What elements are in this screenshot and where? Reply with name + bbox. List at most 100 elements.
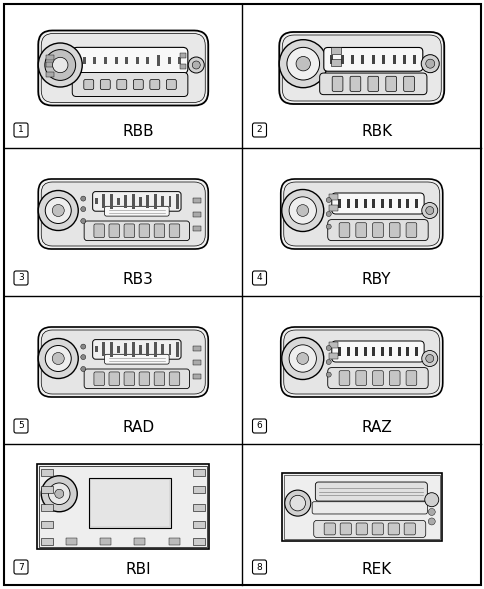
Bar [363, 198, 366, 209]
FancyBboxPatch shape [252, 560, 266, 574]
Bar [139, 345, 142, 354]
FancyBboxPatch shape [252, 123, 266, 137]
FancyBboxPatch shape [84, 80, 93, 90]
Circle shape [45, 49, 76, 81]
Bar [193, 487, 205, 493]
Bar [161, 345, 164, 355]
FancyBboxPatch shape [41, 330, 205, 394]
FancyBboxPatch shape [14, 271, 28, 285]
Circle shape [425, 59, 434, 68]
Text: 1: 1 [18, 125, 24, 134]
Circle shape [425, 207, 433, 214]
Circle shape [55, 489, 63, 498]
Bar [193, 469, 205, 476]
Bar [193, 346, 201, 351]
FancyBboxPatch shape [372, 370, 382, 385]
Circle shape [45, 346, 71, 372]
FancyBboxPatch shape [405, 370, 416, 385]
Circle shape [188, 57, 204, 73]
Bar [176, 342, 179, 358]
FancyBboxPatch shape [169, 224, 180, 237]
Bar [132, 194, 135, 209]
Bar [109, 194, 112, 209]
Circle shape [326, 211, 331, 217]
Circle shape [296, 204, 308, 216]
Bar [388, 347, 392, 356]
FancyBboxPatch shape [389, 370, 399, 385]
Circle shape [80, 196, 86, 201]
FancyBboxPatch shape [331, 341, 423, 362]
Bar [412, 55, 415, 64]
FancyBboxPatch shape [124, 372, 135, 386]
Bar [346, 198, 349, 209]
FancyBboxPatch shape [355, 523, 366, 535]
Circle shape [192, 61, 200, 69]
FancyBboxPatch shape [338, 370, 349, 385]
Bar [41, 521, 53, 528]
Circle shape [281, 190, 323, 231]
Circle shape [52, 352, 64, 365]
Circle shape [296, 353, 308, 365]
Bar [193, 198, 201, 203]
FancyBboxPatch shape [323, 48, 422, 71]
Bar [104, 57, 107, 64]
Bar [100, 538, 111, 545]
Bar [397, 347, 400, 356]
Bar [41, 538, 53, 545]
FancyBboxPatch shape [315, 482, 426, 501]
FancyBboxPatch shape [150, 80, 159, 90]
Bar [402, 55, 405, 64]
Bar [178, 57, 181, 64]
FancyBboxPatch shape [169, 372, 180, 386]
Bar [283, 475, 439, 538]
Bar [193, 538, 205, 545]
Circle shape [326, 359, 331, 365]
FancyBboxPatch shape [38, 31, 208, 105]
FancyBboxPatch shape [279, 32, 443, 104]
Bar [180, 53, 185, 58]
Bar [405, 347, 408, 356]
Circle shape [326, 197, 331, 203]
FancyBboxPatch shape [72, 72, 187, 97]
Bar [363, 347, 366, 356]
Bar [39, 466, 207, 547]
FancyBboxPatch shape [283, 330, 439, 394]
Bar [102, 342, 105, 356]
FancyBboxPatch shape [94, 372, 104, 386]
Bar [114, 57, 118, 64]
FancyBboxPatch shape [154, 224, 165, 237]
Bar [397, 198, 400, 209]
FancyBboxPatch shape [312, 502, 426, 514]
Bar [180, 64, 185, 69]
FancyBboxPatch shape [92, 340, 181, 359]
FancyBboxPatch shape [14, 123, 28, 137]
Bar [381, 55, 384, 64]
Bar [337, 347, 341, 356]
Bar [89, 478, 171, 528]
FancyBboxPatch shape [403, 523, 414, 535]
Bar [340, 55, 343, 64]
Bar [193, 374, 201, 379]
FancyBboxPatch shape [313, 521, 425, 537]
Circle shape [421, 55, 439, 72]
FancyBboxPatch shape [105, 206, 169, 216]
Bar [414, 347, 417, 356]
Bar [350, 55, 353, 64]
Text: 7: 7 [18, 562, 24, 571]
Circle shape [284, 490, 310, 516]
Bar [146, 57, 149, 64]
Circle shape [326, 224, 331, 229]
Bar [371, 55, 374, 64]
FancyBboxPatch shape [355, 223, 366, 237]
Bar [193, 360, 201, 365]
Circle shape [424, 493, 438, 507]
FancyBboxPatch shape [109, 372, 119, 386]
FancyBboxPatch shape [84, 221, 189, 240]
Circle shape [80, 366, 86, 372]
FancyBboxPatch shape [38, 179, 208, 249]
Bar [93, 57, 96, 64]
Bar [168, 344, 171, 355]
Bar [328, 194, 337, 200]
Circle shape [41, 476, 77, 512]
Bar [46, 55, 54, 59]
